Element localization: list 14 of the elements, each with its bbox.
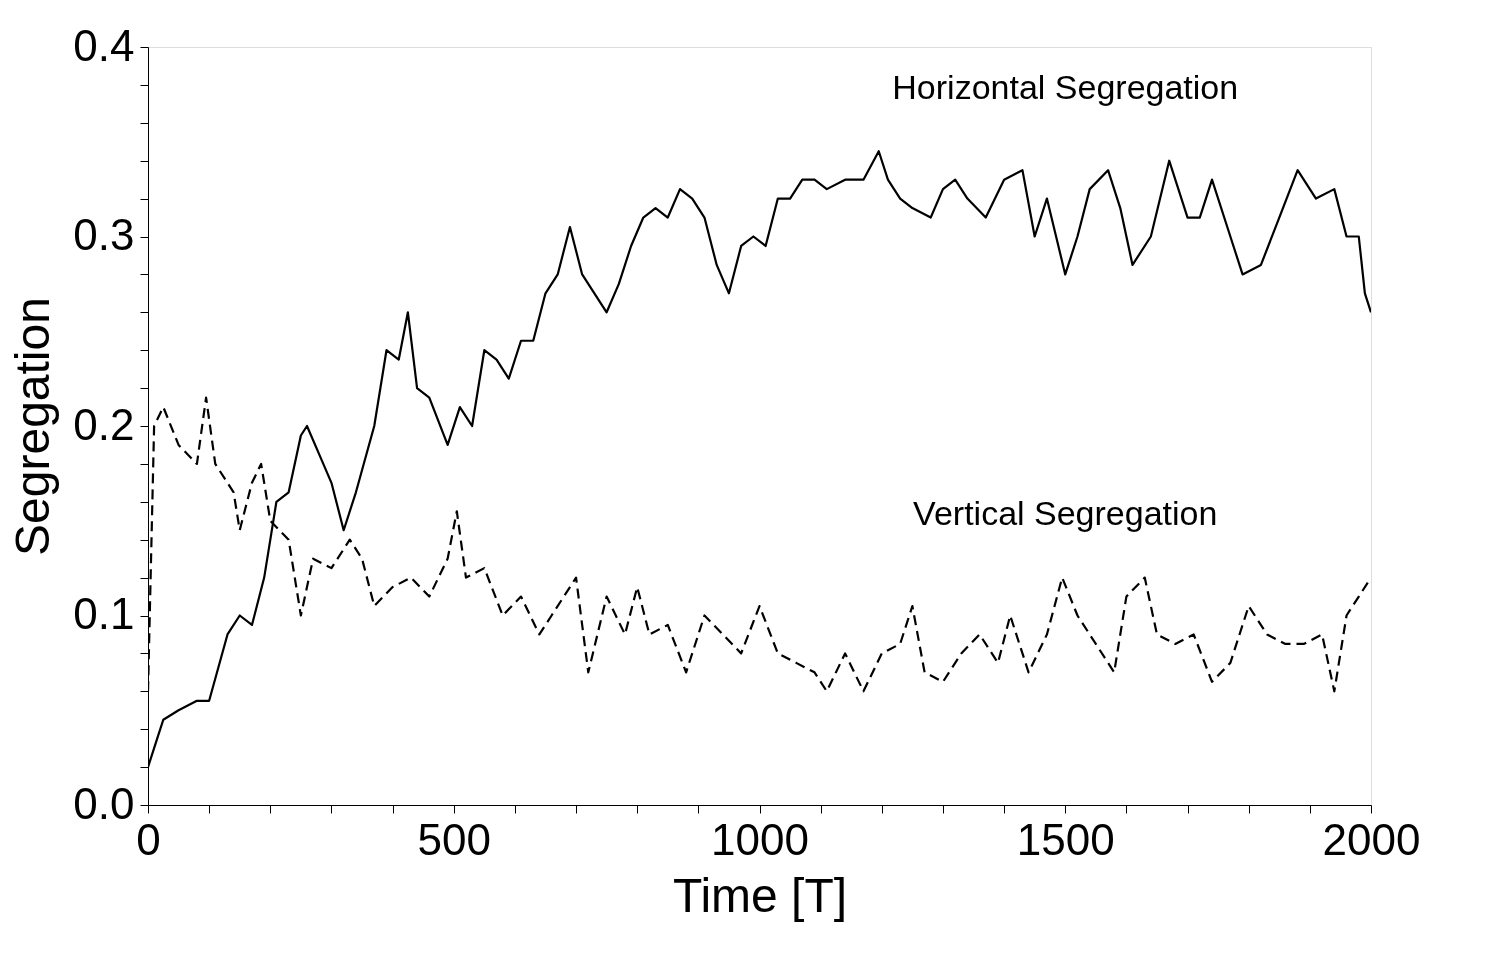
y-tick-label: 0.1 bbox=[73, 589, 135, 638]
x-tick-label: 2000 bbox=[1322, 814, 1421, 864]
x-axis-title: Time [T] bbox=[672, 868, 848, 922]
series-label: Vertical Segregation bbox=[913, 494, 1218, 533]
series-label: Horizontal Segregation bbox=[892, 67, 1239, 106]
x-tick-label: 1000 bbox=[711, 814, 809, 864]
y-axis-title: Segregation bbox=[6, 297, 60, 556]
x-tick-label: 500 bbox=[417, 814, 491, 864]
y-tick-label: 0.2 bbox=[73, 399, 135, 449]
y-tick-label: 0.0 bbox=[73, 778, 135, 828]
y-tick-label: 0.4 bbox=[73, 20, 135, 70]
x-tick-label: 1500 bbox=[1016, 814, 1115, 864]
y-tick-label: 0.3 bbox=[73, 210, 135, 259]
x-tick-label: 0 bbox=[136, 814, 161, 864]
